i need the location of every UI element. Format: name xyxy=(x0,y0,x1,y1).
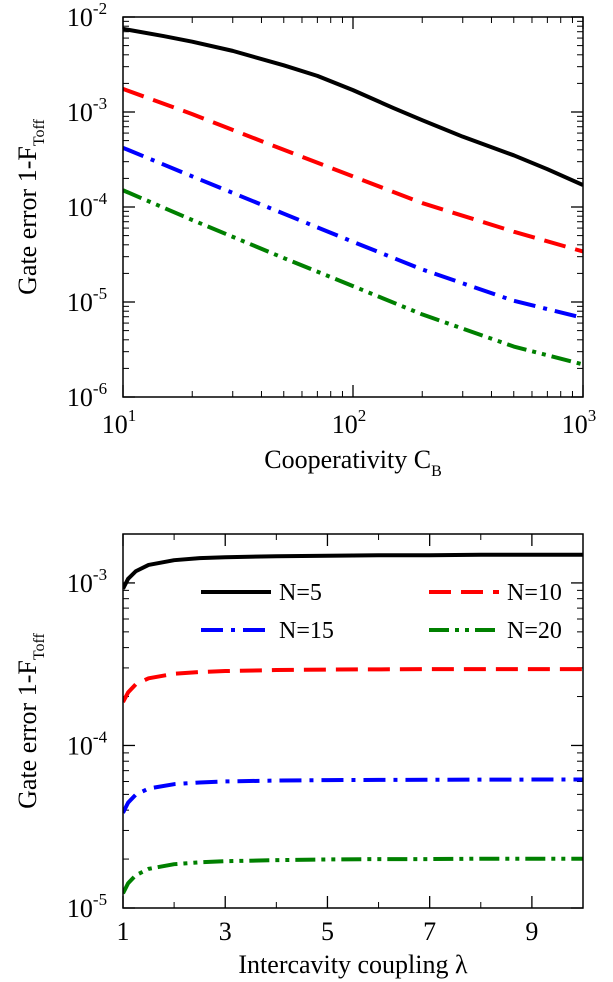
tick-exponent: -5 xyxy=(93,284,107,303)
y-tick-label: 10-3 xyxy=(67,565,107,598)
tick-exponent: -4 xyxy=(93,189,108,208)
y-axis-title: Gate error 1-FToff xyxy=(13,118,48,294)
series-line-4 xyxy=(123,188,583,367)
tick-exponent: -4 xyxy=(93,727,108,746)
x-axis-title: Cooperativity CB xyxy=(264,445,442,480)
y-axis-title-text: Gate error 1-F xyxy=(13,660,42,809)
legend-label: N=20 xyxy=(507,618,562,644)
legend: N=5 N=10 N=15 N=20 xyxy=(201,580,562,644)
tick-base: 10 xyxy=(332,410,358,439)
legend-label: N=5 xyxy=(279,580,322,606)
x-tick-label: 1 xyxy=(117,917,130,946)
y-tick-label: 10-4 xyxy=(67,189,108,222)
plot-frame xyxy=(122,533,584,909)
x-tick-label: 101 xyxy=(102,406,137,439)
x-axis-title-text: Cooperativity C xyxy=(264,445,431,474)
y-tick-label: 10-4 xyxy=(67,727,108,760)
series-line-3 xyxy=(123,145,583,320)
x-tick-label: 7 xyxy=(423,917,436,946)
y-axis-title-subscript: Toff xyxy=(31,118,48,146)
y-tick-label: 10-2 xyxy=(67,0,107,32)
x-axis-title: Intercavity coupling λ xyxy=(238,950,468,979)
series-group xyxy=(123,552,583,895)
tick-base: 10 xyxy=(67,894,93,923)
cooperativity-chart: 101 102 10310-610-510-410-310-2Cooperativi… xyxy=(13,0,596,480)
tick-exponent: 2 xyxy=(358,406,367,425)
tick-base: 10 xyxy=(67,3,93,32)
x-tick-label: 103 xyxy=(562,406,597,439)
tick-exponent: -5 xyxy=(93,890,107,909)
tick-base: 10 xyxy=(67,98,93,127)
series-line-n15 xyxy=(123,777,583,814)
tick-exponent: 3 xyxy=(588,406,597,425)
y-axis-title-text: Gate error 1-F xyxy=(13,146,42,295)
x-axis-title-subscript: B xyxy=(431,463,442,480)
tick-exponent: -3 xyxy=(93,565,107,584)
tick-exponent: -2 xyxy=(93,0,107,18)
y-tick-label: 10-5 xyxy=(67,890,107,923)
x-tick-label: 5 xyxy=(321,917,334,946)
y-tick-label: 10-6 xyxy=(67,379,107,412)
x-tick-label: 3 xyxy=(219,917,232,946)
legend-label: N=10 xyxy=(507,580,562,606)
tick-exponent: -3 xyxy=(93,94,107,113)
legend-label: N=15 xyxy=(279,618,334,644)
x-tick-label: 102 xyxy=(332,406,367,439)
tick-base: 10 xyxy=(67,383,93,412)
series-line-1 xyxy=(123,26,583,187)
series-line-n20 xyxy=(123,856,583,895)
y-axis-title-subscript: Toff xyxy=(31,632,48,660)
series-group xyxy=(123,26,583,367)
tick-exponent: 1 xyxy=(128,406,137,425)
series-line-n10 xyxy=(123,667,583,703)
minor-ticks xyxy=(123,17,583,397)
x-tick-label: 9 xyxy=(525,917,538,946)
tick-base: 10 xyxy=(67,569,93,598)
plot-frame xyxy=(122,16,584,398)
y-axis-title: Gate error 1-FToff xyxy=(13,632,48,808)
series-line-n5 xyxy=(123,552,583,590)
tick-base: 10 xyxy=(67,288,93,317)
tick-base: 10 xyxy=(67,731,93,760)
major-ticks xyxy=(122,16,584,398)
tick-base: 10 xyxy=(562,410,588,439)
series-line-2 xyxy=(123,87,583,254)
tick-base: 10 xyxy=(67,193,93,222)
y-tick-label: 10-3 xyxy=(67,94,107,127)
x-axis-title-text: Intercavity coupling λ xyxy=(238,950,468,979)
y-tick-label: 10-5 xyxy=(67,284,107,317)
tick-exponent: -6 xyxy=(93,379,107,398)
tick-base: 10 xyxy=(102,410,128,439)
minor-ticks xyxy=(123,534,583,908)
